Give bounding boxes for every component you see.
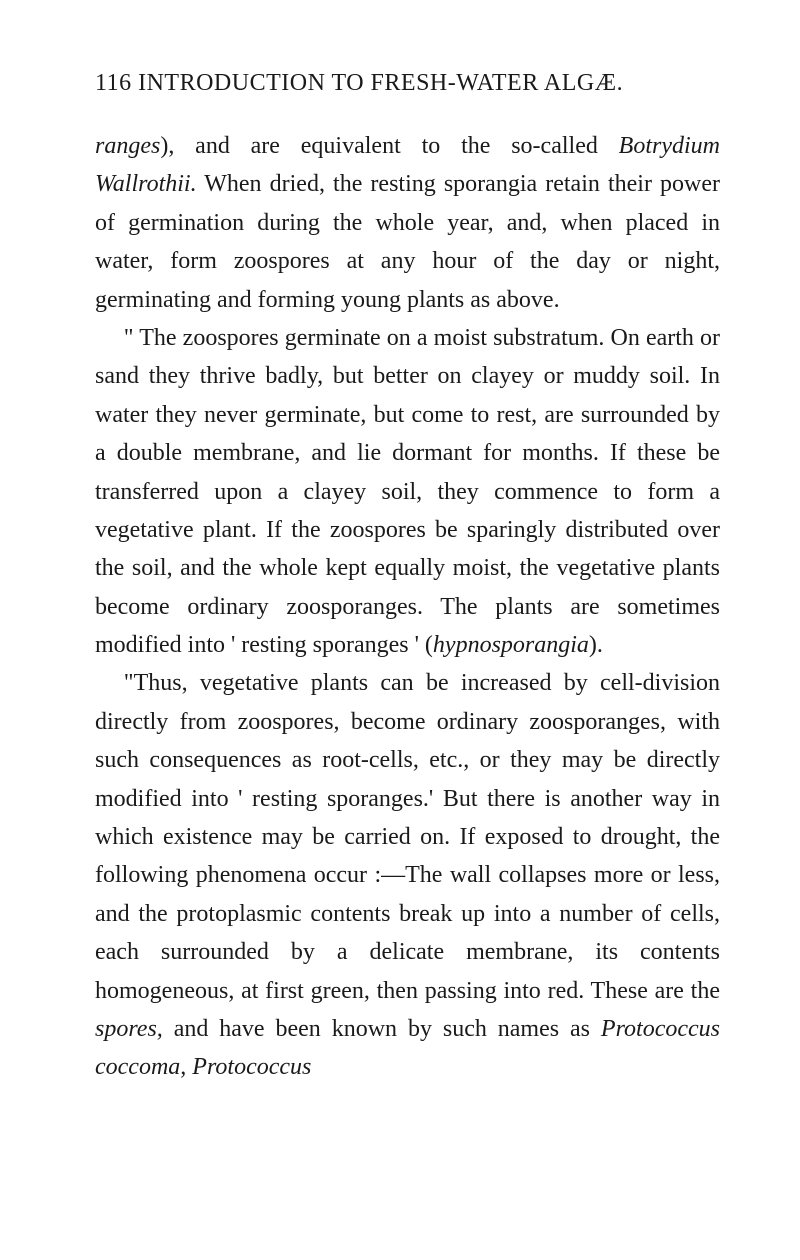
paragraph-1: ranges), and are equivalent to the so-ca… — [95, 127, 720, 319]
italic-text: spores, — [95, 1016, 163, 1042]
page-number: 116 — [95, 70, 132, 96]
page-header: 116 INTRODUCTION TO FRESH-WATER ALGÆ. — [95, 70, 720, 97]
text-segment: ). — [589, 632, 603, 658]
text-segment: ), and are equivalent to the so-called — [160, 133, 618, 159]
italic-text: ranges — [95, 133, 160, 159]
text-segment: and have been known by such names as — [163, 1016, 601, 1042]
text-segment: " The zoospores germinate on a moist sub… — [95, 325, 720, 658]
header-title: INTRODUCTION TO FRESH-WATER ALGÆ. — [138, 70, 623, 96]
paragraph-3: "Thus, vegetative plants can be increase… — [95, 664, 720, 1086]
paragraph-2: " The zoospores germinate on a moist sub… — [95, 319, 720, 665]
text-segment: "Thus, vegetative plants can be increase… — [95, 670, 720, 1003]
italic-text: hypnosporangia — [433, 632, 589, 658]
body-text: ranges), and are equivalent to the so-ca… — [95, 127, 720, 1087]
